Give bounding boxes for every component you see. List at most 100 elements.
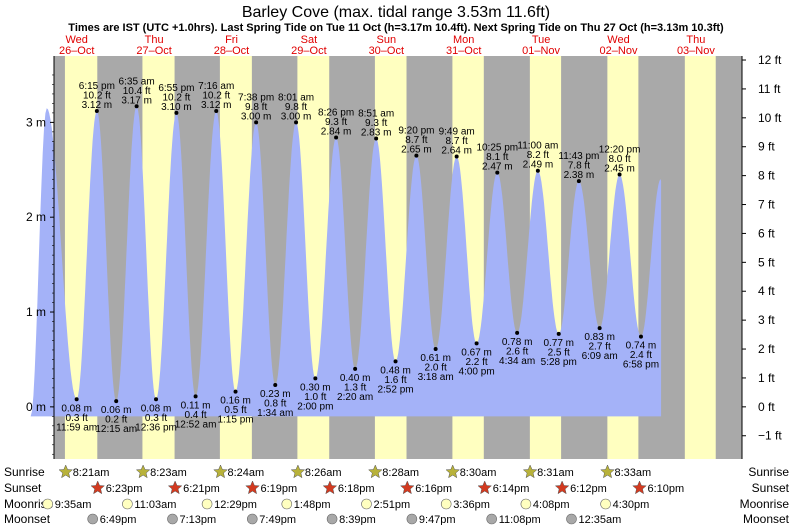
moonrise-time: 4:30pm — [613, 499, 650, 511]
right-tick-label: 9 ft — [758, 140, 775, 154]
tide-label: 7:16 am — [198, 81, 234, 92]
tide-label: 2:20 am — [337, 392, 373, 403]
moonset-time: 6:49pm — [100, 514, 137, 525]
row-label-right: Sunset — [752, 481, 790, 495]
sunrise-time: 8:30am — [460, 467, 497, 479]
tide-point — [597, 326, 602, 331]
day-name: Wed — [65, 34, 87, 46]
tide-point — [214, 108, 219, 113]
tide-point — [74, 397, 79, 402]
tide-point — [154, 397, 159, 402]
tide-label: 0.67 m — [461, 347, 492, 358]
tide-label: 1.3 ft — [344, 382, 366, 393]
tide-label: 7.8 ft — [568, 161, 590, 172]
tide-label: 0.3 ft — [66, 413, 88, 424]
sunrise-icon — [213, 464, 228, 479]
sunrise-icon — [290, 464, 306, 479]
day-name: Thu — [686, 34, 705, 46]
tide-label: 0.16 m — [220, 396, 251, 407]
tide-point — [233, 389, 238, 394]
tide-point — [334, 135, 339, 140]
moonset-icon — [167, 513, 178, 525]
tide-label: 2.0 ft — [425, 363, 447, 374]
tide-label: 9.8 ft — [285, 102, 307, 113]
tide-point — [454, 154, 459, 159]
row-label-left: Moonset — [4, 512, 51, 525]
tide-label: 3.12 m — [201, 100, 232, 111]
moonset-time: 7:13pm — [180, 514, 217, 525]
day-name: Wed — [607, 34, 629, 46]
tide-label: 0.74 m — [626, 341, 657, 352]
left-tick-label: 0 m — [26, 400, 46, 414]
tide-label: 9:49 am — [439, 127, 475, 138]
tide-point — [273, 383, 278, 388]
sunset-icon — [554, 480, 570, 495]
right-tick-label: 4 ft — [758, 284, 775, 298]
day-name: Sun — [377, 34, 397, 46]
tide-point — [556, 331, 561, 336]
tide-curve — [30, 106, 662, 417]
tide-label: 10.2 ft — [163, 92, 191, 103]
tide-label: 2.83 m — [361, 127, 392, 138]
tide-point — [254, 120, 259, 125]
moonrise-time: 9:35am — [55, 499, 92, 511]
tide-label: 8:51 am — [358, 108, 394, 119]
tide-label: 3.10 m — [161, 102, 192, 113]
tide-point — [114, 399, 119, 404]
moonrise-icon — [281, 498, 293, 510]
tide-label: 0.77 m — [543, 338, 574, 349]
right-tick-label: 11 ft — [758, 82, 781, 96]
tide-label: 0.78 m — [502, 337, 533, 348]
chart-title: Barley Cove (max. tidal range 3.53m 11.6… — [242, 4, 550, 21]
moonset-icon — [486, 513, 498, 525]
tide-label: 0.06 m — [101, 405, 132, 416]
sunrise-time: 8:26am — [305, 467, 342, 479]
tide-label: 1.0 ft — [304, 392, 326, 403]
sunrise-icon — [58, 464, 74, 479]
tide-label: 0.11 m — [181, 400, 211, 411]
sunrise-icon — [445, 464, 461, 479]
tide-label: 0.23 m — [260, 389, 291, 400]
moonset-icon — [406, 513, 418, 525]
tide-label: 8:26 pm — [318, 108, 354, 119]
tide-label: 3.00 m — [281, 111, 312, 122]
moonset-icon — [87, 513, 98, 525]
moonset-time: 12:35am — [579, 514, 622, 525]
sun-moon-rows: Sunrise Sunrise Sunset Sunset Moonrise Moonri… — [4, 464, 790, 525]
sunset-time: 6:16pm — [415, 483, 452, 495]
day-name: Tue — [532, 34, 551, 46]
tide-label: 3.17 m — [121, 95, 152, 106]
tide-label: 2:52 pm — [377, 384, 413, 395]
tide-label: 2.45 m — [604, 164, 635, 175]
day-date: 02–Nov — [600, 45, 638, 57]
sunset-icon — [632, 480, 647, 495]
tide-label: 0.2 ft — [105, 415, 127, 426]
tide-label: 5:28 pm — [541, 357, 577, 368]
sunrise-time: 8:31am — [537, 467, 574, 479]
day-date: 01–Nov — [522, 45, 560, 57]
tide-label: 8.2 ft — [527, 150, 549, 161]
right-tick-label: 5 ft — [758, 255, 775, 269]
tide-label: 6:15 pm — [79, 81, 115, 92]
day-date: 30–Oct — [369, 45, 404, 57]
row-label-left: Moonrise — [4, 497, 54, 511]
tide-label: 0.40 m — [340, 373, 371, 384]
tide-label: 6:55 pm — [158, 83, 194, 94]
moonrise-time: 4:08pm — [533, 499, 570, 511]
right-tick-label: 2 ft — [758, 342, 775, 356]
moonset-time: 11:08pm — [499, 514, 541, 525]
moonrise-icon — [201, 498, 213, 510]
day-headers: Wed26–OctThu27–OctFri28–OctSat29–OctSun3… — [59, 34, 715, 57]
tide-label: 9:20 pm — [398, 126, 434, 137]
tide-point — [174, 110, 179, 115]
day-date: 29–Oct — [291, 45, 326, 57]
tide-point — [353, 366, 358, 371]
tide-point — [433, 347, 438, 352]
sunset-icon — [477, 480, 493, 495]
right-tick-label: 7 ft — [758, 198, 775, 212]
tide-label: 9.8 ft — [245, 102, 267, 113]
moonset-icon — [247, 513, 258, 525]
row-label-right: Sunrise — [748, 465, 789, 479]
